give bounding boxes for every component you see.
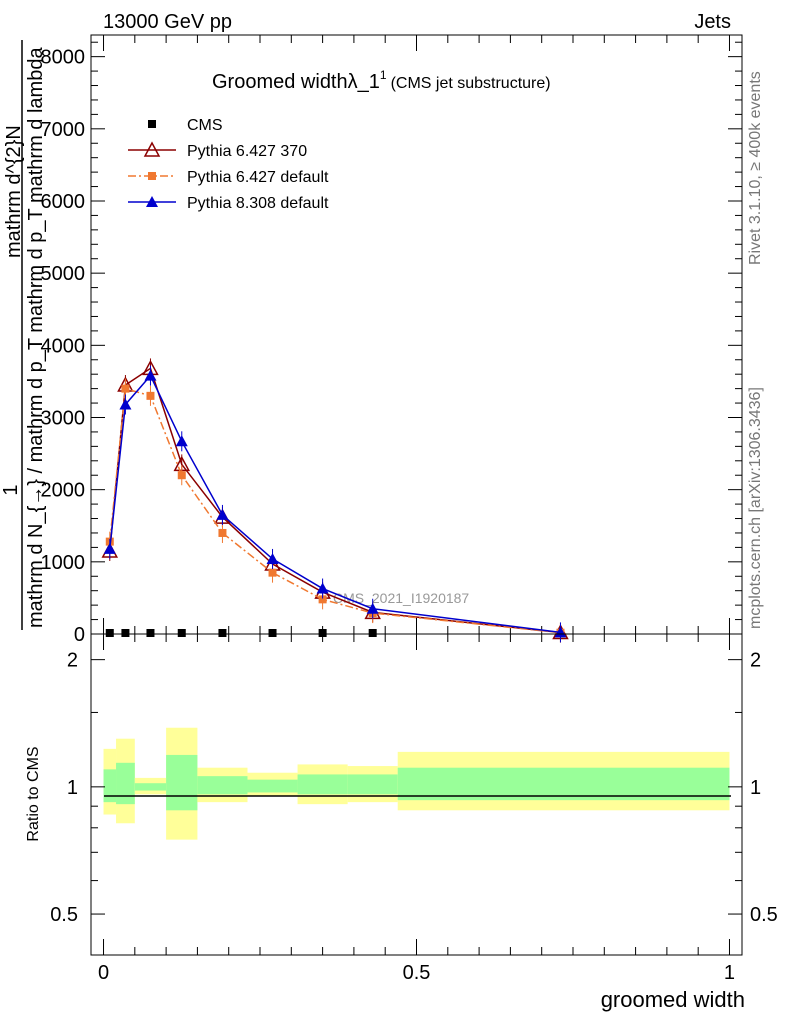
ratio-band-stat (297, 774, 348, 795)
series-2 (105, 378, 565, 643)
ratio-band-stat (247, 779, 298, 793)
legend-marker (148, 120, 156, 128)
data-point (218, 528, 227, 537)
y-tick-label: 8000 (41, 47, 86, 69)
ratio-band-stat (197, 776, 248, 795)
ratio-band-stat (116, 762, 135, 805)
data-point (268, 568, 277, 577)
series-line (109, 387, 561, 634)
legend-marker (148, 172, 156, 180)
legend-item: Pythia 8.308 default (128, 195, 329, 212)
legend-item: Pythia 6.427 370 (128, 141, 307, 160)
x-tick-label: 0 (98, 962, 109, 984)
y-tick-label: 3000 (41, 407, 86, 429)
data-point (316, 582, 329, 594)
data-point (177, 471, 186, 480)
data-point (105, 629, 114, 637)
y-label-denominator: mathrm d N_{→} / mathrm d p_T mathrm d p… (25, 47, 47, 628)
legend: CMS Pythia 6.427 370 Pythia 6.427 default P… (128, 117, 329, 212)
ratio-y-tick-label: 1 (67, 777, 78, 799)
y-tick-label: 7000 (41, 119, 86, 141)
legend-marker (146, 196, 158, 207)
x-tick-label: 1 (724, 962, 735, 984)
ratio-band-stat (166, 754, 198, 811)
chart-title: Groomed widthλ_11 (CMS jet substructure) (212, 68, 551, 93)
ratio-y-tick-label: 0.5 (50, 904, 78, 926)
data-point (144, 369, 157, 381)
data-point (318, 595, 327, 604)
y-label-numerator: 1 (0, 484, 22, 495)
legend-label: CMS (187, 117, 223, 134)
ratio-y-tick-label-right: 1 (750, 777, 761, 799)
legend-marker (143, 141, 161, 157)
main-y-axis-label: 1 mathrm d N_{→} / mathrm d p_T mathrm d… (0, 40, 47, 630)
data-series-layer (101, 358, 569, 643)
ratio-band-stat (347, 774, 398, 795)
header-energy: 13000 GeV pp (103, 11, 232, 33)
data-point (216, 508, 229, 520)
data-point (146, 391, 155, 400)
x-axis-label: groomed width (601, 987, 745, 1012)
mcplots-reference-label: mcplots.cern.ch [arXiv:1306.3436] (747, 387, 764, 629)
y-tick-label: 1000 (41, 552, 86, 574)
data-point (268, 629, 277, 637)
series-3 (103, 365, 567, 643)
y-tick-label: 0 (74, 624, 85, 646)
legend-label: Pythia 8.308 default (187, 195, 329, 212)
ratio-band-stat (397, 767, 730, 801)
legend-label: Pythia 6.427 370 (187, 143, 307, 160)
ratio-band-stat (103, 769, 117, 803)
legend-label: Pythia 6.427 default (187, 169, 329, 186)
y-tick-label: 5000 (41, 263, 86, 285)
ratio-y-axis-label: Ratio to CMS (25, 746, 42, 841)
analysis-watermark: CMS_2021_I1920187 (333, 590, 469, 606)
series-0 (105, 629, 377, 637)
y-tick-label: 2000 (41, 480, 86, 502)
y-tick-label: 6000 (41, 191, 86, 213)
y-label-top: mathrm d^{2}N (3, 125, 25, 258)
data-point (119, 398, 132, 410)
ratio-y-tick-label-right: 2 (750, 650, 761, 672)
header-category: Jets (694, 11, 731, 33)
rivet-version-label: Rivet 3.1.10, ≥ 400k events (747, 71, 764, 265)
data-point (218, 629, 227, 637)
legend-item: Pythia 6.427 default (128, 169, 329, 186)
data-point (103, 542, 116, 554)
main-y-tick-labels: 0 1000 2000 3000 4000 5000 6000 7000 8000 (41, 47, 86, 646)
ratio-uncertainty-bands (103, 727, 730, 840)
data-point (121, 384, 130, 393)
data-point (266, 552, 279, 564)
y-tick-label: 4000 (41, 335, 86, 357)
chart-title-main: Groomed widthλ_1 (212, 71, 380, 93)
ratio-band-stat (134, 783, 167, 791)
x-tick-label: 0.5 (403, 962, 431, 984)
data-point (177, 629, 186, 637)
series-line (109, 374, 561, 634)
data-point (366, 602, 379, 614)
x-tick-labels: 0 0.5 1 (98, 962, 735, 984)
chart-title-superscript: 1 (380, 68, 387, 82)
ratio-y-tick-label: 2 (67, 650, 78, 672)
ratio-y-tick-labels: 0.5 0.5 1 1 2 2 (50, 650, 778, 926)
ratio-y-tick-label-right: 0.5 (750, 904, 778, 926)
legend-item: CMS (148, 117, 223, 134)
chart-subtitle: (CMS jet substructure) (391, 75, 551, 92)
data-point (175, 435, 188, 447)
data-point (554, 626, 567, 638)
data-point (121, 629, 130, 637)
data-point (318, 629, 327, 637)
data-point (146, 629, 155, 637)
data-point (368, 629, 377, 637)
main-axis-ticks (91, 35, 742, 635)
ratio-axis-ticks (91, 634, 742, 955)
